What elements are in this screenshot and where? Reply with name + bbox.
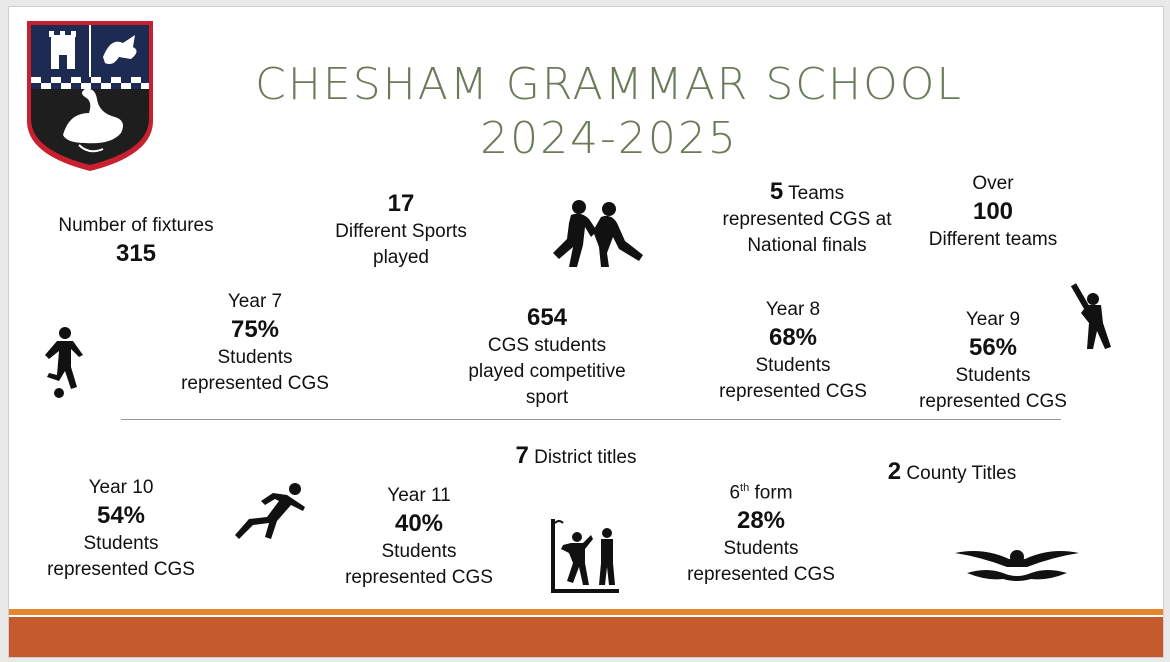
year7-label: Year 7: [227, 291, 283, 312]
sixth-form-line1: Students: [723, 538, 799, 560]
cricket-player-icon: [1071, 283, 1111, 349]
teams-pre: Over: [972, 173, 1014, 194]
national-stat: 5 Teams represented CGS at National fina…: [709, 179, 905, 259]
year9-value: 56%: [968, 334, 1018, 361]
year8-line1: Students: [755, 355, 831, 376]
year8-line2: represented CGS: [719, 381, 867, 402]
year7-line1: Students: [217, 347, 293, 368]
year8-stat: Year 8 68% Students represented CGS: [705, 297, 881, 405]
netball-players-icon: [551, 519, 619, 593]
national-line3: National finals: [747, 235, 867, 256]
national-value: 5: [769, 178, 784, 205]
county-value: 2: [887, 458, 902, 485]
sports-line1: Different Sports: [335, 221, 467, 242]
sports-line2: played: [373, 247, 429, 268]
national-line2: represented CGS at: [722, 209, 892, 230]
competitive-line2: played competitive: [468, 361, 626, 382]
year10-line2: represented CGS: [47, 559, 195, 580]
sprinter-icon: [235, 483, 305, 539]
rugby-players-icon: [553, 200, 643, 267]
sixth-form-label-sup: th: [740, 482, 750, 494]
slide: CHESHAM GRAMMAR SCHOOL 2024-2025 Number …: [8, 6, 1164, 658]
county-stat: 2 County Titles: [871, 459, 1033, 487]
teams-value: 100: [972, 198, 1014, 225]
swimmer-icon: [955, 550, 1079, 581]
school-crest-icon: [27, 21, 153, 171]
year8-label: Year 8: [765, 299, 821, 320]
year11-stat: Year 11 40% Students represented CGS: [331, 483, 507, 591]
competitive-value: 654: [526, 304, 568, 331]
district-value: 7: [515, 442, 529, 469]
year9-line2: represented CGS: [919, 391, 1067, 412]
year10-value: 54%: [96, 502, 146, 529]
year9-line1: Students: [955, 365, 1031, 386]
page-subtitle: 2024-2025: [480, 113, 738, 164]
teams-line1: Different teams: [928, 229, 1058, 250]
district-label: District titles: [534, 447, 637, 468]
year8-value: 68%: [768, 324, 818, 351]
teams-stat: Over 100 Different teams: [909, 171, 1077, 253]
footer-bar: [9, 617, 1163, 657]
sixth-form-line2: represented CGS: [687, 564, 835, 586]
competitive-line3: sport: [525, 387, 569, 408]
footer-accent-bar: [9, 609, 1163, 615]
fixtures-stat: Number of fixtures 315: [41, 213, 231, 269]
district-stat: 7 District titles: [491, 443, 661, 471]
sports-stat: 17 Different Sports played: [311, 189, 491, 271]
competitive-line1: CGS students: [487, 335, 607, 356]
year9-label: Year 9: [965, 309, 1021, 330]
sixth-form-stat: 6th form 28% Students represented CGS: [673, 475, 849, 588]
national-headline: 5 Teams: [709, 179, 905, 207]
sixth-form-label-num: 6: [729, 482, 741, 504]
year7-value: 75%: [230, 316, 280, 343]
year10-label: Year 10: [88, 477, 154, 498]
year10-stat: Year 10 54% Students represented CGS: [33, 475, 209, 583]
sports-value: 17: [387, 190, 415, 217]
year11-line1: Students: [381, 541, 457, 562]
page-title: CHESHAM GRAMMAR SCHOOL: [255, 59, 963, 110]
football-player-icon: [45, 327, 83, 398]
competitive-stat: 654 CGS students played competitive spor…: [457, 303, 637, 411]
county-label: County Titles: [906, 463, 1017, 484]
national-line1: Teams: [788, 183, 845, 204]
year11-value: 40%: [394, 510, 444, 537]
year9-stat: Year 9 56% Students represented CGS: [905, 307, 1081, 415]
fixtures-label: Number of fixtures: [58, 215, 214, 236]
year7-line2: represented CGS: [181, 373, 329, 394]
year11-line2: represented CGS: [345, 567, 493, 588]
year10-line1: Students: [83, 533, 159, 554]
sixth-form-label-rest: form: [754, 482, 793, 504]
fixtures-value: 315: [115, 240, 157, 267]
sixth-form-label: 6th form: [673, 475, 849, 506]
year7-stat: Year 7 75% Students represented CGS: [167, 289, 343, 397]
sixth-form-value: 28%: [736, 507, 786, 535]
year11-label: Year 11: [387, 485, 451, 506]
section-divider: [121, 419, 1061, 420]
